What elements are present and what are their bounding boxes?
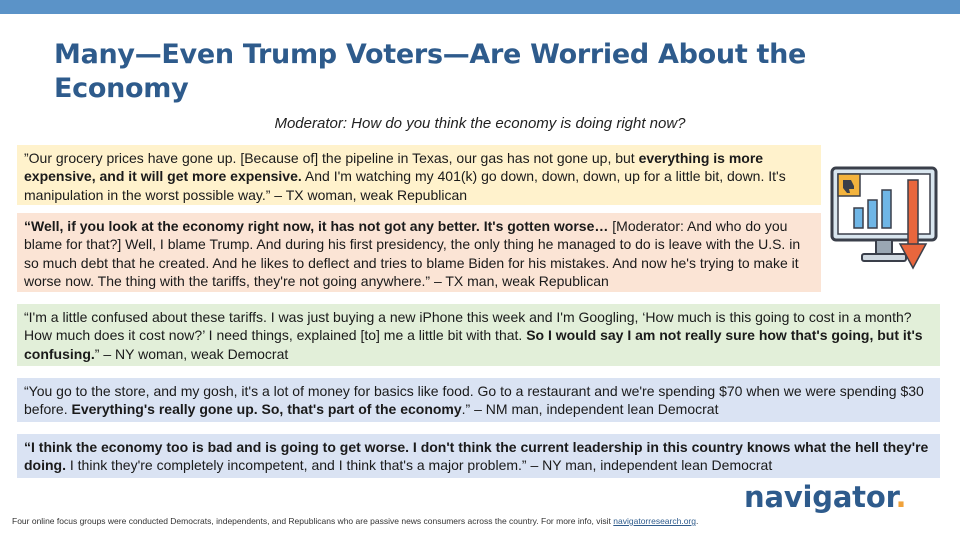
- quote-segment: everything is more expensive, and it wil…: [24, 150, 764, 185]
- quote-segment: “I think the economy too is bad and is g…: [24, 439, 929, 474]
- quote-segment: And I'm watching my 401(k) go down, down…: [24, 168, 786, 203]
- quote-segment: So I would say I am not really sure how …: [24, 327, 923, 362]
- quote-segment: [Moderator: And who do you blame for tha…: [24, 218, 801, 290]
- quote-box: “Well, if you look at the economy right …: [17, 213, 821, 292]
- quote-segment: I think they're completely incompetent, …: [66, 457, 773, 474]
- logo-dot: .: [895, 480, 907, 514]
- moderator-question: Moderator: How do you think the economy …: [0, 115, 960, 132]
- footer-text: Four online focus groups were conducted …: [12, 516, 614, 526]
- quote-box: “You go to the store, and my gosh, it's …: [17, 378, 940, 422]
- page-title: Many—Even Trump Voters—Are Worried About…: [54, 39, 807, 104]
- quote-box: ”Our grocery prices have gone up. [Becau…: [17, 145, 821, 205]
- quote-box: “I'm a little confused about these tarif…: [17, 304, 940, 366]
- quote-segment: “I'm a little confused about these tarif…: [24, 309, 912, 344]
- logo-text: navigator: [744, 480, 896, 514]
- quote-box: “I think the economy too is bad and is g…: [17, 434, 940, 478]
- moderator-question-text: Moderator: How do you think the economy …: [274, 115, 686, 132]
- footer-end: .: [695, 516, 699, 526]
- top-accent-bar: [0, 0, 960, 14]
- footer-link[interactable]: navigatorresearch.org: [613, 516, 696, 526]
- quote-segment: .” – NM man, independent lean Democrat: [461, 401, 719, 418]
- quote-segment: “You go to the store, and my gosh, it's …: [24, 383, 924, 418]
- quote-segment: ” – NY woman, weak Democrat: [94, 345, 289, 362]
- footer-note: Four online focus groups were conducted …: [12, 516, 712, 527]
- falling-chart-monitor-icon: [830, 166, 938, 270]
- quote-segment: Everything's really gone up. So, that's …: [71, 401, 462, 418]
- quote-segment: “Well, if you look at the economy right …: [24, 218, 609, 234]
- navigator-logo: navigator.: [744, 480, 907, 514]
- quote-segment: ”Our grocery prices have gone up. [Becau…: [24, 150, 639, 166]
